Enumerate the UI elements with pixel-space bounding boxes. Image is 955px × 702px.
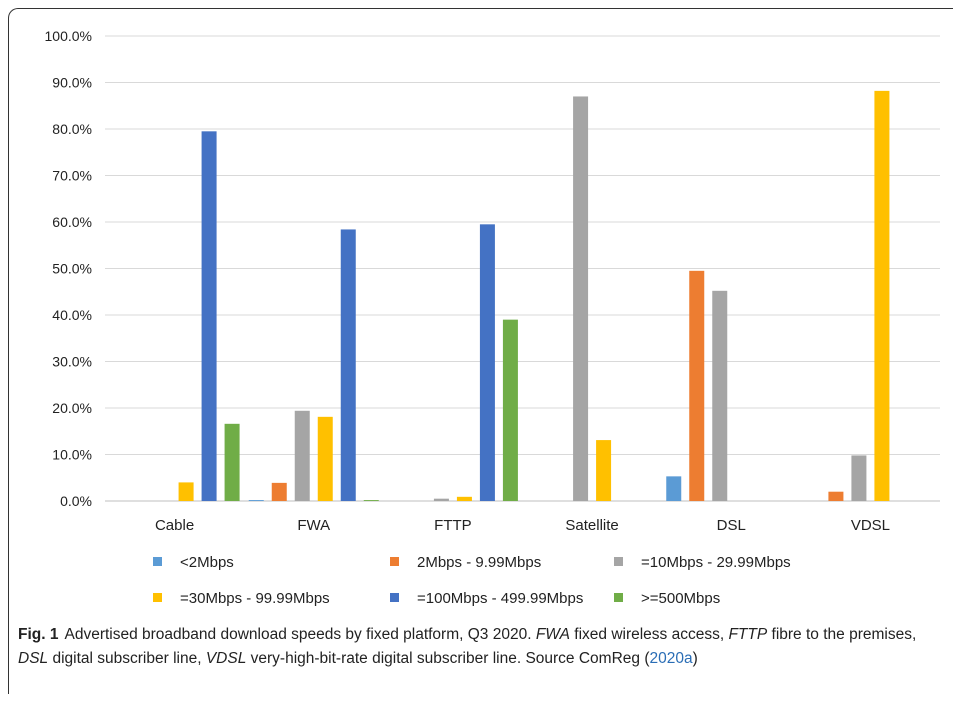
bar-fwa-1 bbox=[271, 482, 287, 501]
x-category-label: Satellite bbox=[565, 517, 618, 534]
bar-vdsl-3 bbox=[874, 90, 890, 502]
bar-satellite-2 bbox=[573, 96, 589, 501]
bar-vdsl-1 bbox=[828, 491, 844, 501]
figure-label: Fig. 1 bbox=[18, 626, 59, 643]
figure-caption: Fig. 1 Advertised broadband download spee… bbox=[18, 623, 933, 671]
y-tick-label: 60.0% bbox=[52, 214, 92, 230]
legend-label-0: <2Mbps bbox=[180, 554, 234, 571]
bar-fwa-3 bbox=[317, 416, 333, 501]
bar-satellite-3 bbox=[596, 440, 612, 501]
caption-part-5: DSL bbox=[18, 650, 49, 667]
gridlines bbox=[105, 35, 940, 502]
y-tick-label: 90.0% bbox=[52, 75, 92, 91]
x-category-label: VDSL bbox=[851, 517, 890, 534]
legend-swatch-0 bbox=[153, 557, 162, 566]
x-category-label: DSL bbox=[717, 517, 746, 534]
bar-cable-3 bbox=[178, 482, 194, 501]
legend-swatch-1 bbox=[390, 557, 399, 566]
legend-label-5: >=500Mbps bbox=[641, 590, 720, 607]
caption-part-1: FWA bbox=[535, 626, 570, 643]
bar-fttp-5 bbox=[502, 319, 518, 501]
bar-fwa-4 bbox=[340, 229, 356, 501]
bar-dsl-2 bbox=[712, 290, 728, 501]
y-tick-label: 70.0% bbox=[52, 168, 92, 184]
caption-part-7: VDSL bbox=[205, 650, 247, 667]
caption-closing: ) bbox=[692, 650, 698, 667]
bar-dsl-0 bbox=[666, 476, 682, 501]
x-axis-categories: Cable FWA FTTP Satellite DSL VDSL bbox=[155, 517, 890, 534]
bar-chart: 0.0% 10.0% 20.0% 30.0% 40.0% 50.0% 60.0% 70.0% 8… bbox=[45, 28, 940, 607]
y-tick-label: 100.0% bbox=[45, 28, 92, 44]
legend-swatch-5 bbox=[614, 593, 623, 602]
legend-swatch-4 bbox=[390, 593, 399, 602]
y-tick-label: 50.0% bbox=[52, 261, 92, 277]
bar-dsl-1 bbox=[689, 270, 705, 501]
bar-vdsl-2 bbox=[851, 455, 867, 501]
bar-fttp-3 bbox=[456, 496, 472, 501]
y-axis-ticks: 0.0% 10.0% 20.0% 30.0% 40.0% 50.0% 60.0% 70.0% 8… bbox=[45, 28, 92, 509]
caption-text: Advertised broadband download speeds by … bbox=[18, 626, 916, 667]
caption-part-8: very-high-bit-rate digital subscriber li… bbox=[246, 650, 650, 667]
legend: <2Mbps 2Mbps - 9.99Mbps =10Mbps - 29.99Mbp… bbox=[153, 554, 791, 607]
legend-label-2: =10Mbps - 29.99Mbps bbox=[641, 554, 791, 571]
x-category-label: FWA bbox=[297, 517, 330, 534]
y-tick-label: 30.0% bbox=[52, 354, 92, 370]
y-tick-label: 80.0% bbox=[52, 121, 92, 137]
caption-part-6: digital subscriber line, bbox=[48, 650, 206, 667]
y-tick-label: 10.0% bbox=[52, 447, 92, 463]
figure-frame bbox=[8, 8, 953, 694]
legend-label-3: =30Mbps - 99.99Mbps bbox=[180, 590, 330, 607]
bar-cable-5 bbox=[224, 423, 240, 501]
bar-fwa-0 bbox=[248, 500, 264, 501]
bar-fttp-4 bbox=[479, 224, 495, 501]
x-category-label: Cable bbox=[155, 517, 194, 534]
citation-link[interactable]: 2020a bbox=[649, 650, 693, 667]
bar-fwa-2 bbox=[294, 410, 310, 501]
bar-fwa-5 bbox=[363, 500, 379, 501]
y-tick-label: 20.0% bbox=[52, 400, 92, 416]
bar-fttp-2 bbox=[433, 498, 449, 501]
caption-part-0: Advertised broadband download speeds by … bbox=[64, 626, 536, 643]
caption-part-2: fixed wireless access, bbox=[569, 626, 729, 643]
caption-part-3: FTTP bbox=[728, 626, 768, 643]
legend-label-4: =100Mbps - 499.99Mbps bbox=[417, 590, 583, 607]
bars bbox=[178, 90, 890, 502]
y-tick-label: 40.0% bbox=[52, 307, 92, 323]
caption-part-4: fibre to the premises, bbox=[767, 626, 917, 643]
legend-swatch-3 bbox=[153, 593, 162, 602]
legend-label-1: 2Mbps - 9.99Mbps bbox=[417, 554, 541, 571]
y-tick-label: 0.0% bbox=[60, 493, 92, 509]
x-category-label: FTTP bbox=[434, 517, 472, 534]
legend-swatch-2 bbox=[614, 557, 623, 566]
bar-cable-4 bbox=[201, 131, 217, 501]
